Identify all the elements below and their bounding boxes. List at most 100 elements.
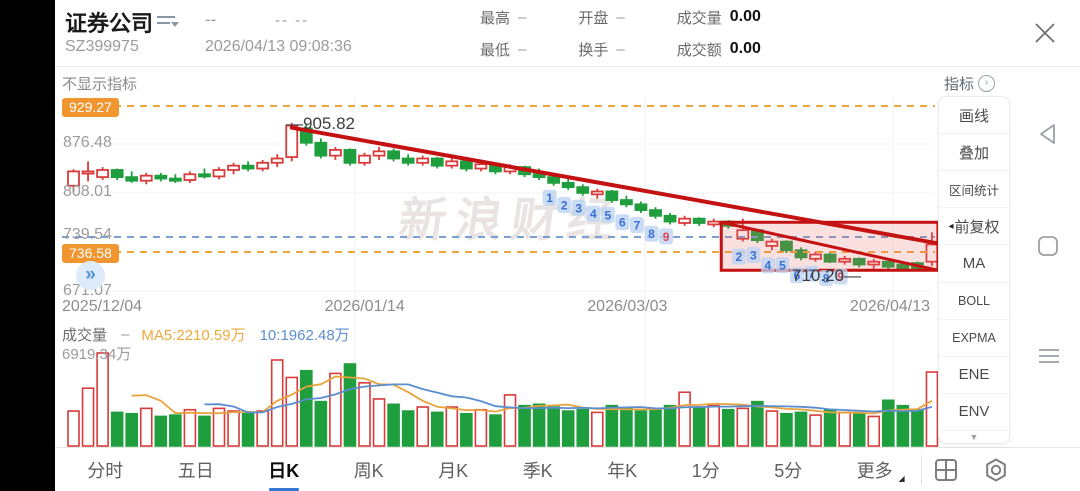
svg-text:—905.82: —905.82 xyxy=(286,114,355,133)
ref-price-label: 739.54 xyxy=(63,226,112,243)
svg-text:4: 4 xyxy=(765,259,772,273)
x-axis-date-label: 2026/01/14 xyxy=(324,298,405,315)
sidebar-item-label: 前复权 xyxy=(954,218,1000,236)
svg-text:6: 6 xyxy=(794,269,801,283)
stat-value: 0.00 xyxy=(729,8,761,25)
android-home-icon[interactable] xyxy=(1037,235,1059,257)
tab-1分[interactable]: 1分 xyxy=(688,448,724,491)
expand-chevrons-button[interactable]: » xyxy=(76,261,105,290)
active-tab-underline xyxy=(268,488,299,491)
stat-cell: 成交量 0.00 xyxy=(677,5,761,29)
indicator-sidebar: 画线 叠加 区间统计 ◂ 前复权 MA BOLL EXPMA ENE ENV ▼ xyxy=(938,96,1010,444)
sidebar-item-label: 叠加 xyxy=(958,144,989,162)
svg-text:9: 9 xyxy=(837,270,844,284)
sidebar-item-MA[interactable]: MA xyxy=(939,245,1009,283)
tab-五日[interactable]: 五日 xyxy=(174,448,218,491)
stat-label: 成交额 xyxy=(676,41,722,59)
stats-grid: 最高 – 最低 – 开盘 – 换手 – 成交量 0.00 成交额 0.00 xyxy=(480,5,970,61)
settings-gear-icon[interactable] xyxy=(983,457,1009,483)
sidebar-item-EXPMA[interactable]: EXPMA xyxy=(939,320,1009,357)
sidebar-item-画线[interactable]: 画线 xyxy=(939,97,1009,135)
volume-axis-max-label: 6919.34万 xyxy=(62,346,132,363)
tab-label: 年K xyxy=(607,461,638,481)
left-marker-icon: ◂ xyxy=(948,220,954,232)
svg-text:5: 5 xyxy=(779,259,786,273)
stat-value: 0.00 xyxy=(729,40,761,57)
x-axis-date-label: 2026/03/03 xyxy=(587,298,668,315)
tab-label: 更多 xyxy=(856,461,893,481)
hide-indicator-toggle[interactable]: 不显示指标 xyxy=(62,76,138,93)
stat-column: 开盘 – 换手 – xyxy=(578,5,624,61)
android-back-icon[interactable] xyxy=(1036,122,1060,146)
sidebar-item-label: 区间统计 xyxy=(948,183,999,198)
stat-cell: 最高 – xyxy=(480,5,526,29)
y-axis-label: 808.01 xyxy=(63,183,112,200)
stat-cell: 成交额 0.00 xyxy=(677,37,761,61)
tab-周K[interactable]: 周K xyxy=(350,448,388,491)
stock-code: SZ399975 xyxy=(65,38,139,55)
chevron-right-icon: › xyxy=(978,75,996,92)
tab-label: 日K xyxy=(268,461,300,481)
stat-value: – xyxy=(518,8,527,26)
sidebar-item-label: BOLL xyxy=(958,293,990,308)
tab-更多[interactable]: 更多 ◢ xyxy=(853,448,905,491)
header: 证券公司 -- -- -- SZ399975 2026/04/13 09:08:… xyxy=(55,0,1080,67)
tab-季K[interactable]: 季K xyxy=(519,448,557,491)
x-axis-date-label: 2025/12/04 xyxy=(62,298,143,315)
left-black-strip xyxy=(0,0,55,491)
stat-cell: 最低 – xyxy=(480,37,526,61)
tab-5分[interactable]: 5分 xyxy=(770,448,806,491)
period-tabs: 分时 五日 日K 周K 月K 季K 年K 1分 5分 更多 ◢ xyxy=(60,448,920,491)
sort-menu-icon[interactable] xyxy=(155,12,181,32)
svg-text:9: 9 xyxy=(663,230,670,244)
stat-column: 成交量 0.00 成交额 0.00 xyxy=(677,5,761,61)
sidebar-item-label: 画线 xyxy=(958,107,989,125)
sidebar-item-BOLL[interactable]: BOLL xyxy=(939,283,1009,320)
volume-legend-dash: – xyxy=(121,326,130,343)
tab-日K[interactable]: 日K xyxy=(264,448,303,491)
svg-text:7: 7 xyxy=(808,267,815,281)
tab-月K[interactable]: 月K xyxy=(434,448,472,491)
price-change: -- -- xyxy=(275,12,310,29)
indicator-panel-header[interactable]: 指标 › xyxy=(944,73,996,94)
sidebar-item-label: ENE xyxy=(958,366,990,384)
grid-layout-icon[interactable] xyxy=(933,457,959,483)
close-icon[interactable] xyxy=(1030,18,1060,48)
tab-label: 1分 xyxy=(691,461,720,481)
stat-value: – xyxy=(616,40,625,58)
tab-年K[interactable]: 年K xyxy=(603,448,641,491)
tab-分时[interactable]: 分时 xyxy=(83,448,127,491)
volume-title: 成交量 xyxy=(62,327,108,344)
tab-label: 季K xyxy=(522,461,553,481)
android-recents-icon[interactable] xyxy=(1036,345,1062,367)
sidebar-more-arrow-icon[interactable]: ▼ xyxy=(969,431,979,442)
sidebar-item-区间统计[interactable]: 区间统计 xyxy=(939,171,1009,209)
sidebar-item-label: EXPMA xyxy=(952,330,996,345)
stat-cell: 开盘 – xyxy=(578,5,624,29)
tab-label: 5分 xyxy=(774,461,803,481)
tab-label: 周K xyxy=(353,461,384,481)
sidebar-item-label: ENV xyxy=(958,403,990,421)
tab-label: 分时 xyxy=(87,461,124,481)
volume-legend: 成交量 – MA5:2210.59万 10:1962.48万 xyxy=(62,324,350,345)
stat-value: – xyxy=(518,40,527,58)
stat-cell: 换手 – xyxy=(578,37,624,61)
last-price: -- xyxy=(205,10,217,29)
sidebar-item-前复权[interactable]: ◂ 前复权 xyxy=(939,208,1009,246)
stat-label: 开盘 xyxy=(578,9,609,27)
svg-text:2: 2 xyxy=(735,250,742,264)
svg-text:3: 3 xyxy=(750,249,757,263)
sidebar-item-叠加[interactable]: 叠加 xyxy=(939,134,1009,172)
x-axis-labels: 2025/12/04 2026/01/14 2026/03/03 2026/04/13 xyxy=(62,298,930,316)
stat-label: 换手 xyxy=(578,41,609,59)
volume-ma10-value: 10:1962.48万 xyxy=(259,327,350,344)
sidebar-item-ENE[interactable]: ENE xyxy=(939,357,1009,394)
svg-text:8: 8 xyxy=(648,227,655,241)
tab-label: 五日 xyxy=(177,461,214,481)
indicator-header-label: 指标 xyxy=(944,76,975,93)
sidebar-item-ENV[interactable]: ENV xyxy=(939,394,1009,431)
period-tab-bar: 分时 五日 日K 周K 月K 季K 年K 1分 5分 更多 ◢ xyxy=(55,447,1080,491)
stock-title: 证券公司 xyxy=(65,11,154,36)
tab-label: 月K xyxy=(438,461,469,481)
